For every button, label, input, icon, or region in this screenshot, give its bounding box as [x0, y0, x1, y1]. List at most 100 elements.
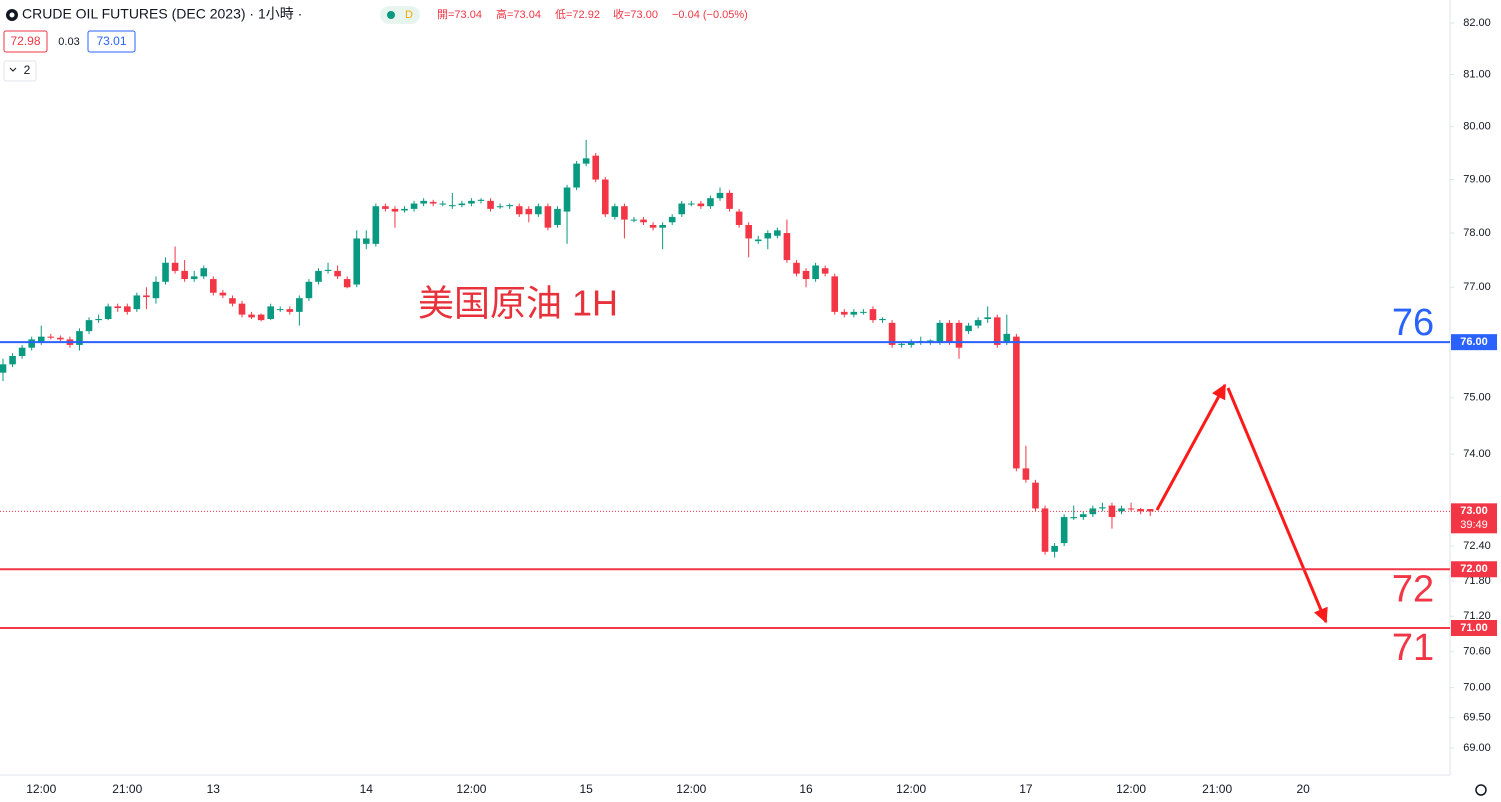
y-tick-label: 79.00 [1463, 173, 1491, 185]
candle-body [726, 192, 733, 209]
x-tick-label: 12:00 [896, 782, 926, 796]
ohlc-item: 高=73.04 [496, 7, 541, 21]
candle-body [707, 198, 714, 207]
candle-body [525, 208, 533, 215]
candle-body [334, 270, 341, 277]
x-tick-label: 16 [799, 782, 813, 796]
candle-body [745, 224, 752, 239]
candle-body [821, 268, 829, 274]
candle-body [1099, 507, 1106, 509]
y-tick-label: 74.00 [1463, 448, 1491, 460]
settings-icon[interactable] [1475, 784, 1487, 796]
candle-body [1146, 509, 1154, 512]
y-tick-label: 78.00 [1463, 227, 1491, 239]
ohlc-item: −0.04 (−0.05%) [672, 9, 748, 21]
badge-bg[interactable] [380, 6, 420, 24]
y-tick-label: 75.00 [1463, 392, 1491, 404]
candle-body [114, 306, 122, 309]
candle-body [563, 187, 571, 212]
y-tick-label: 80.00 [1463, 121, 1491, 133]
indicator-count[interactable]: 2 [24, 63, 31, 77]
candle-body [601, 179, 609, 215]
plot [0, 139, 1154, 558]
candle-body [353, 238, 361, 285]
price-badge-label: 76.00 [1460, 336, 1488, 348]
x-tick-label: 21:00 [112, 782, 142, 796]
candle-body [879, 319, 886, 321]
indicator-toggle[interactable] [3, 60, 37, 82]
x-tick-label: 14 [360, 782, 374, 796]
ohlc-item: 開=73.04 [437, 8, 482, 21]
candle-body [965, 325, 972, 332]
candle-body [276, 309, 284, 311]
candle-body [324, 269, 332, 271]
price-badge [1451, 561, 1497, 578]
candle-body [621, 206, 628, 220]
candle-body [37, 336, 45, 343]
candle-body [783, 233, 791, 261]
candle-body [229, 298, 236, 304]
candle-body [1127, 508, 1135, 510]
symbol-icon-inner [9, 12, 15, 18]
level-label: 72 [1392, 568, 1434, 610]
y-tick-label: 69.50 [1463, 712, 1491, 724]
candle-body [210, 279, 217, 293]
candle-body [640, 219, 647, 223]
ask[interactable]: 73.01 [96, 34, 126, 48]
symbol-title[interactable]: CRUDE OIL FUTURES (DEC 2023) · 1小時 · [22, 6, 302, 22]
candle-body [592, 155, 600, 180]
candle-body [420, 200, 427, 204]
candle-body [1108, 505, 1116, 518]
candle-body [248, 314, 255, 318]
x-tick-label: 15 [579, 782, 593, 796]
candle-body [754, 239, 762, 242]
y-tick-label: 77.00 [1463, 281, 1491, 293]
y-tick-label: 70.60 [1463, 646, 1491, 658]
candle-body [133, 295, 141, 310]
candle-body [429, 201, 437, 204]
candle-body [611, 206, 619, 217]
candle-body [286, 309, 294, 312]
candle-body [860, 311, 867, 313]
ask-box[interactable] [87, 30, 136, 53]
candle-body [200, 268, 208, 277]
bid[interactable]: 72.98 [10, 34, 40, 48]
candle-body [171, 262, 179, 271]
candle-body [850, 311, 858, 315]
ohlc-item: 低=72.92 [555, 8, 600, 21]
candle-body [515, 206, 523, 215]
candle-body [401, 208, 408, 211]
candle-body [305, 281, 313, 299]
candle-body [104, 306, 112, 320]
countdown: 39:49 [1460, 519, 1488, 531]
bid-box[interactable] [3, 30, 48, 53]
level-label: 76 [1392, 302, 1434, 344]
candle-body [554, 208, 561, 225]
delay-badge[interactable]: D [405, 9, 413, 21]
candle-body [716, 192, 724, 199]
candle-body [735, 211, 743, 225]
candle-body [506, 205, 513, 207]
candle-body [907, 342, 915, 345]
candle-body [831, 276, 839, 312]
x-tick-label: 20 [1296, 782, 1310, 796]
y-tick-label: 69.00 [1463, 742, 1491, 754]
candle-body [764, 233, 772, 239]
candle-body [793, 262, 800, 274]
y-tick-label: 71.20 [1463, 610, 1491, 622]
price-badge-label: 72.00 [1460, 563, 1488, 575]
candle-body [688, 203, 695, 205]
candle-body [1041, 508, 1049, 552]
candle-body [544, 206, 552, 228]
candle-body [439, 203, 447, 205]
candle-body [1070, 517, 1078, 519]
candle-body [0, 364, 7, 373]
y-tick-label: 72.40 [1463, 540, 1491, 552]
y-tick-label: 81.00 [1463, 68, 1491, 80]
candle-body [582, 158, 590, 164]
candle-body [1013, 336, 1020, 469]
candle-body [1032, 482, 1039, 509]
annotation: 美国原油 1H [418, 283, 618, 324]
candle-body [391, 208, 399, 212]
